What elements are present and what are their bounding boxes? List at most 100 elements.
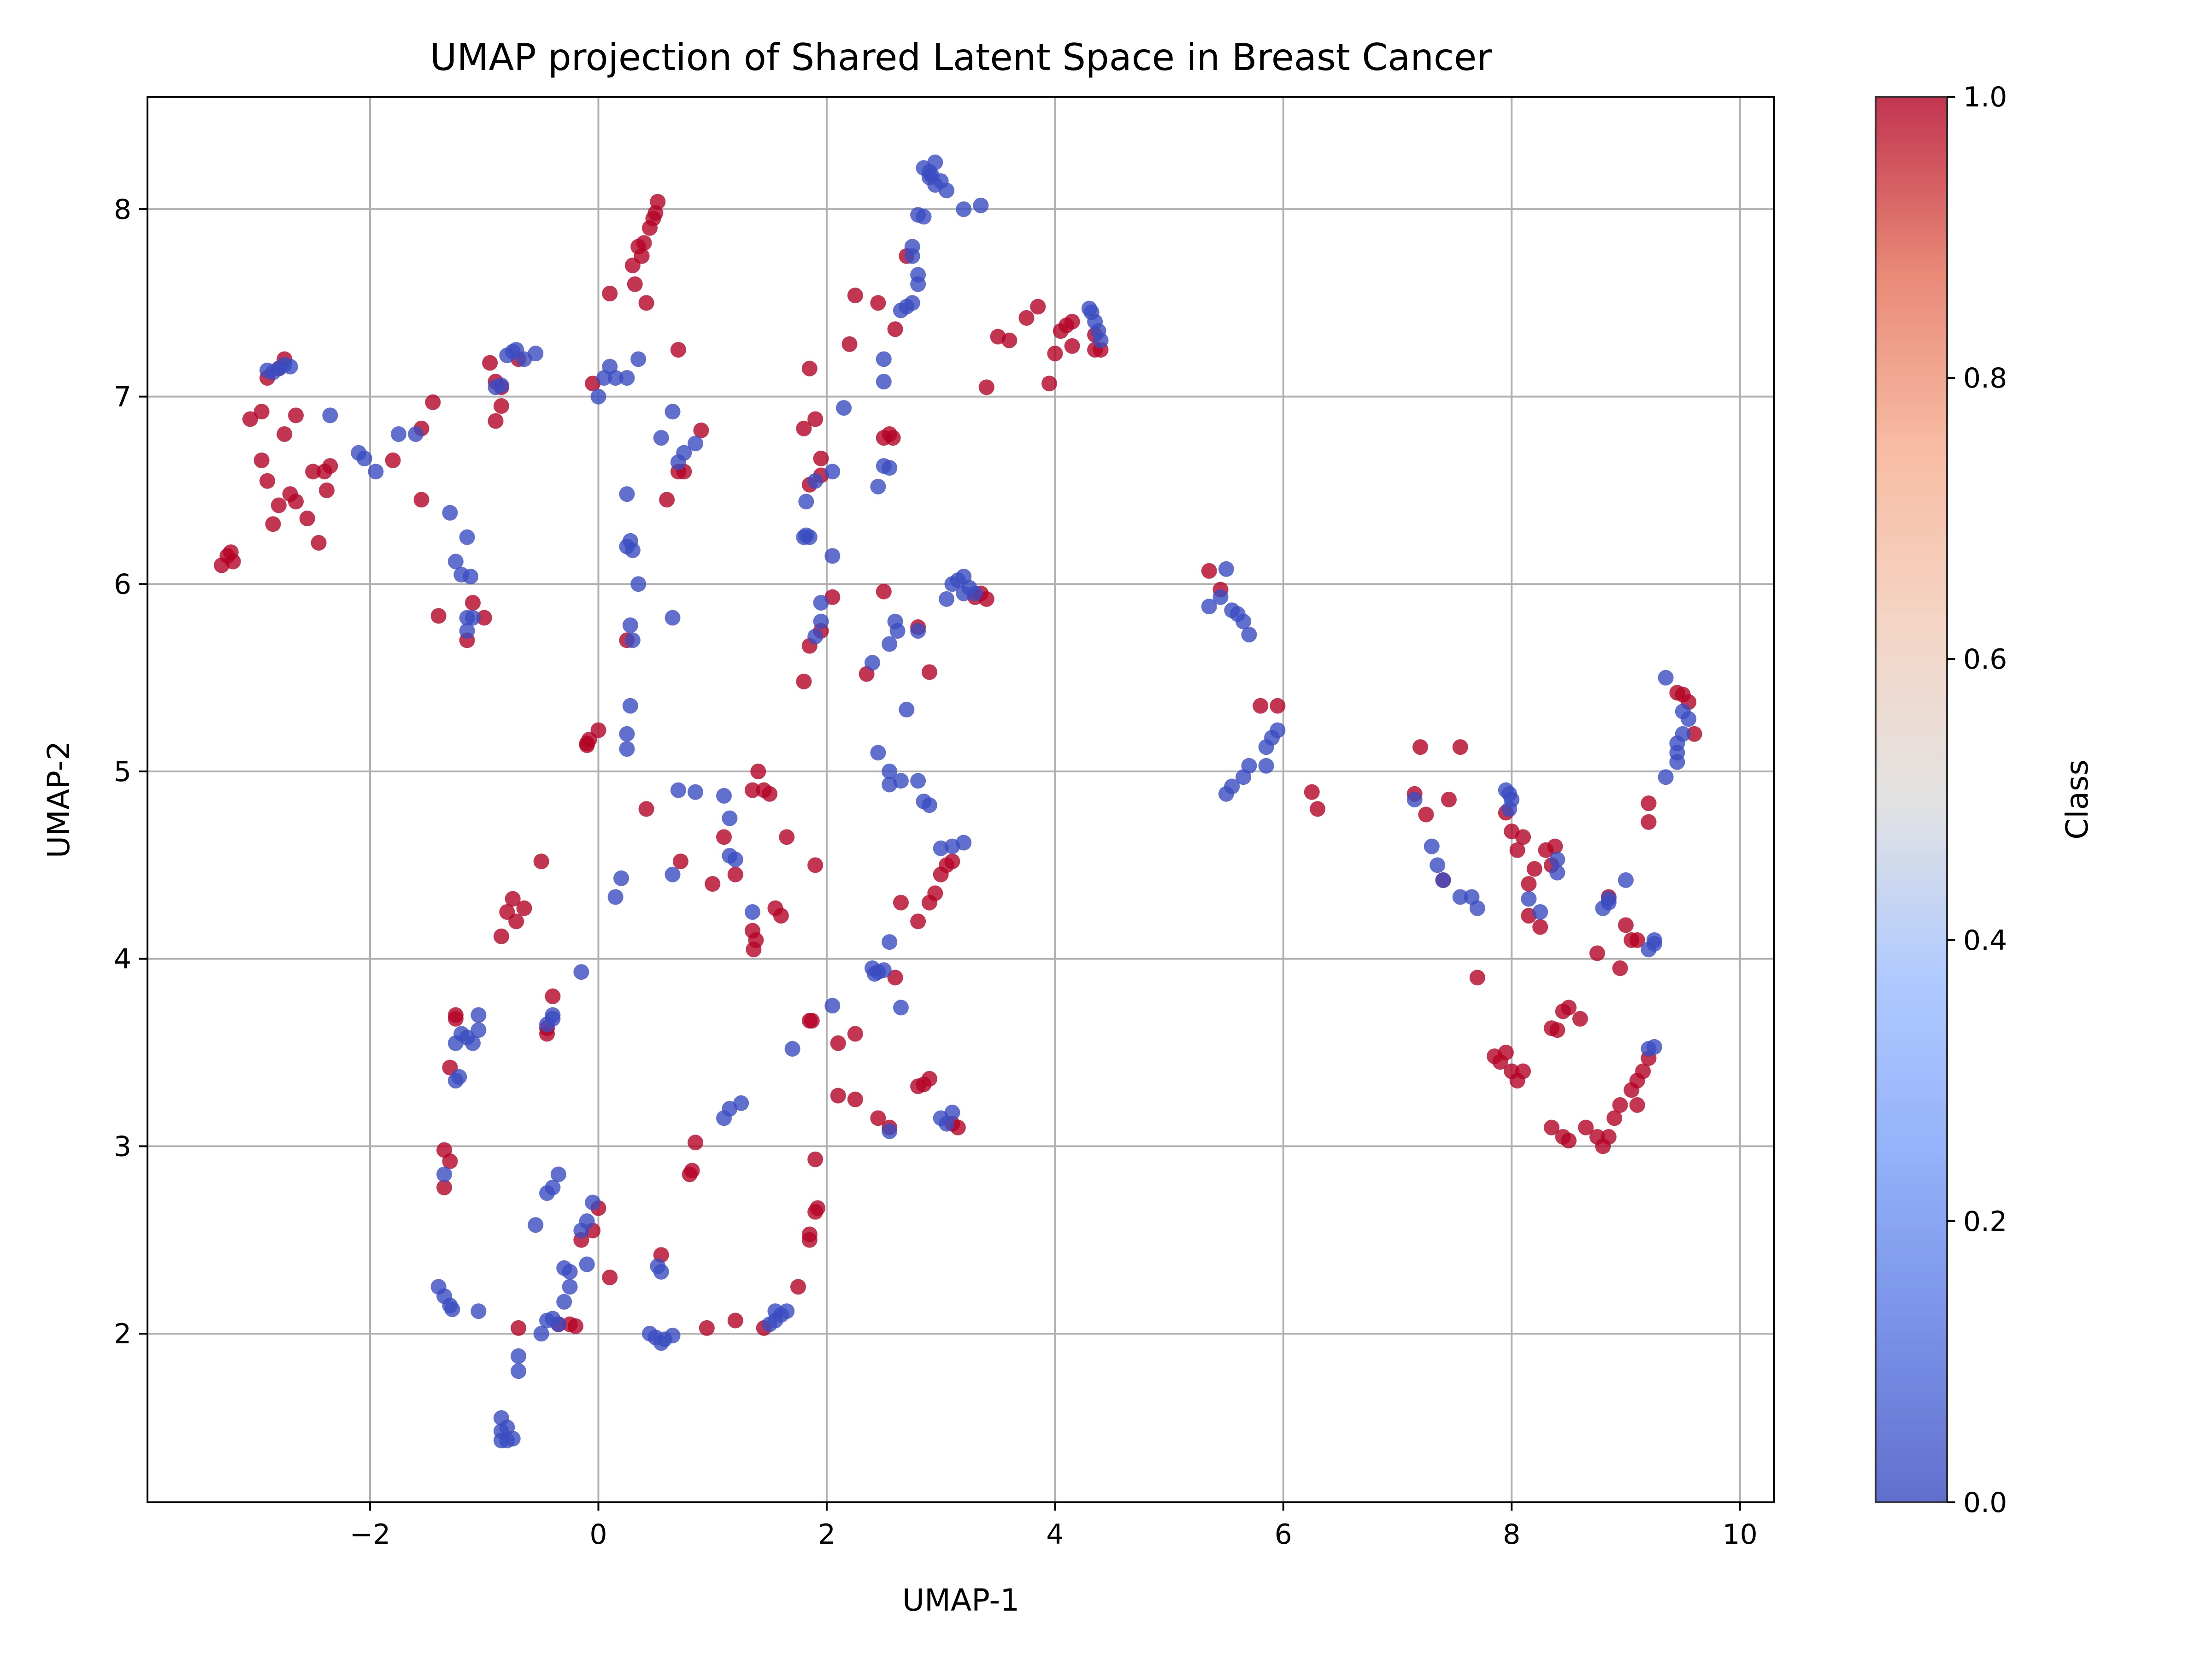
- data-point-class-0: [688, 435, 704, 452]
- data-point-class-0: [784, 1041, 800, 1057]
- data-point-class-1: [1549, 1022, 1565, 1038]
- data-point-class-0: [465, 1035, 481, 1051]
- data-point-class-0: [619, 741, 635, 757]
- data-point-class-0: [870, 745, 886, 761]
- data-point-class-0: [624, 542, 641, 559]
- data-point-class-1: [413, 492, 429, 508]
- data-point-class-1: [253, 404, 270, 420]
- data-point-class-0: [767, 1303, 783, 1319]
- data-point-class-0: [1532, 904, 1548, 920]
- data-point-class-0: [882, 460, 898, 476]
- data-point-class-1: [425, 394, 441, 410]
- data-point-class-1: [465, 595, 481, 611]
- data-point-class-0: [471, 1303, 487, 1319]
- data-point-class-0: [322, 407, 338, 424]
- data-point-class-0: [1218, 561, 1234, 577]
- data-point-class-1: [779, 829, 795, 845]
- data-point-class-1: [1561, 1133, 1577, 1149]
- data-point-class-0: [1258, 758, 1274, 774]
- data-point-class-0: [607, 370, 624, 386]
- colorbar-tick-label: 0.8: [1963, 362, 2007, 394]
- data-point-class-0: [939, 591, 955, 607]
- data-point-class-1: [693, 422, 709, 438]
- data-point-class-0: [265, 364, 281, 380]
- data-point-class-0: [924, 167, 940, 183]
- data-point-class-0: [556, 1294, 572, 1310]
- y-tick-label: 8: [114, 194, 131, 226]
- data-point-class-0: [824, 998, 841, 1014]
- data-point-class-0: [1600, 891, 1617, 907]
- data-point-class-0: [927, 154, 943, 171]
- data-point-class-0: [607, 889, 624, 905]
- data-point-class-0: [910, 623, 926, 639]
- data-point-class-0: [733, 1095, 749, 1111]
- data-point-class-0: [390, 426, 406, 442]
- data-point-class-1: [670, 342, 686, 358]
- data-point-class-1: [893, 894, 909, 911]
- data-point-class-1: [516, 900, 532, 916]
- x-tick-label: 4: [1046, 1518, 1064, 1551]
- data-point-class-0: [876, 351, 892, 367]
- data-point-class-1: [430, 608, 447, 624]
- data-point-class-0: [1241, 758, 1257, 774]
- data-point-class-0: [665, 866, 681, 882]
- data-point-class-1: [885, 430, 901, 446]
- data-point-class-0: [1270, 722, 1286, 738]
- data-point-class-1: [688, 1135, 704, 1151]
- data-points: [214, 154, 1702, 1448]
- colorbar-tick-label: 0.6: [1963, 643, 2007, 676]
- data-point-class-1: [482, 355, 498, 371]
- data-point-class-0: [1430, 857, 1446, 873]
- data-point-class-1: [1612, 960, 1628, 976]
- data-point-class-1: [1059, 318, 1075, 334]
- data-point-class-0: [801, 529, 818, 545]
- y-tick-label: 5: [114, 756, 131, 788]
- data-point-class-0: [624, 632, 641, 648]
- data-point-class-0: [904, 248, 920, 264]
- data-point-class-1: [650, 194, 666, 210]
- data-point-class-1: [699, 1320, 715, 1336]
- data-point-class-0: [824, 464, 841, 480]
- data-point-class-0: [1681, 711, 1697, 727]
- data-point-class-1: [1018, 310, 1035, 326]
- data-point-class-1: [1304, 784, 1320, 800]
- data-point-class-1: [505, 891, 521, 907]
- data-point-class-1: [744, 782, 760, 798]
- data-point-class-1: [762, 786, 778, 802]
- data-point-class-0: [865, 655, 881, 671]
- data-point-class-1: [1452, 739, 1468, 755]
- x-tick-label: 2: [818, 1518, 835, 1551]
- data-point-class-1: [271, 497, 287, 513]
- data-point-class-1: [944, 853, 960, 870]
- data-point-class-1: [636, 235, 652, 251]
- data-point-class-0: [573, 964, 589, 980]
- data-point-class-0: [1435, 872, 1451, 888]
- data-point-class-0: [956, 201, 972, 217]
- data-point-class-1: [870, 295, 886, 311]
- data-point-class-0: [630, 351, 647, 367]
- data-point-class-0: [505, 1430, 521, 1447]
- colorbar-tick-label: 0.4: [1963, 924, 2007, 957]
- data-point-class-1: [447, 1011, 464, 1027]
- data-point-class-1: [810, 1200, 826, 1216]
- data-point-class-0: [619, 726, 635, 742]
- data-point-class-0: [579, 1213, 595, 1229]
- data-point-class-0: [744, 904, 760, 920]
- data-point-class-0: [870, 478, 886, 494]
- data-point-class-1: [590, 722, 606, 738]
- data-point-class-1: [659, 492, 675, 508]
- data-point-class-0: [1549, 852, 1565, 868]
- data-point-class-0: [882, 934, 898, 950]
- data-point-class-0: [451, 1069, 467, 1085]
- data-point-class-1: [672, 853, 688, 870]
- data-point-class-0: [807, 473, 824, 489]
- data-point-class-0: [665, 1328, 681, 1344]
- data-point-class-1: [1064, 338, 1080, 354]
- data-point-class-1: [242, 411, 258, 427]
- data-point-class-1: [1629, 1097, 1645, 1113]
- data-point-class-0: [1646, 1039, 1662, 1055]
- data-point-class-0: [1212, 589, 1229, 605]
- data-point-class-0: [459, 623, 475, 639]
- data-point-class-0: [562, 1279, 578, 1295]
